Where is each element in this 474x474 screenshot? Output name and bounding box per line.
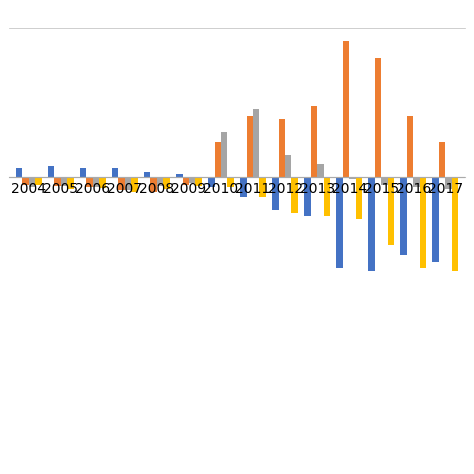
Bar (80, 168, 86, 177)
Bar (67, 177, 73, 189)
Bar (176, 174, 182, 177)
Bar (310, 106, 317, 177)
Bar (432, 177, 439, 262)
Bar (22, 177, 29, 185)
Bar (131, 177, 137, 191)
Bar (401, 177, 407, 255)
Bar (368, 177, 375, 271)
Bar (337, 177, 343, 268)
Bar (272, 177, 279, 210)
Bar (407, 116, 413, 177)
Bar (93, 177, 99, 187)
Bar (221, 132, 228, 177)
Bar (182, 177, 189, 185)
Bar (240, 177, 246, 197)
Bar (35, 177, 42, 185)
Bar (439, 142, 445, 177)
Bar (253, 109, 259, 177)
Bar (150, 177, 157, 191)
Bar (16, 168, 22, 177)
Bar (215, 142, 221, 177)
Bar (61, 177, 67, 186)
Bar (112, 168, 118, 177)
Bar (285, 155, 292, 177)
Bar (375, 57, 381, 177)
Bar (343, 41, 349, 177)
Bar (259, 177, 266, 197)
Bar (208, 177, 215, 187)
Bar (349, 177, 356, 179)
Bar (419, 177, 426, 268)
Bar (381, 177, 388, 185)
Bar (317, 164, 324, 177)
Bar (144, 172, 150, 177)
Bar (195, 177, 202, 186)
Bar (99, 177, 106, 188)
Bar (125, 177, 131, 190)
Bar (324, 177, 330, 216)
Bar (304, 177, 310, 216)
Bar (356, 177, 362, 219)
Bar (388, 177, 394, 246)
Bar (452, 177, 458, 271)
Bar (228, 177, 234, 187)
Bar (164, 177, 170, 189)
Bar (118, 177, 125, 190)
Bar (86, 177, 93, 187)
Bar (29, 177, 35, 187)
Bar (413, 177, 419, 187)
Bar (55, 177, 61, 186)
Bar (246, 116, 253, 177)
Bar (292, 177, 298, 213)
Bar (279, 119, 285, 177)
Bar (189, 177, 195, 182)
Bar (445, 177, 452, 189)
Bar (157, 177, 164, 186)
Bar (48, 166, 55, 177)
